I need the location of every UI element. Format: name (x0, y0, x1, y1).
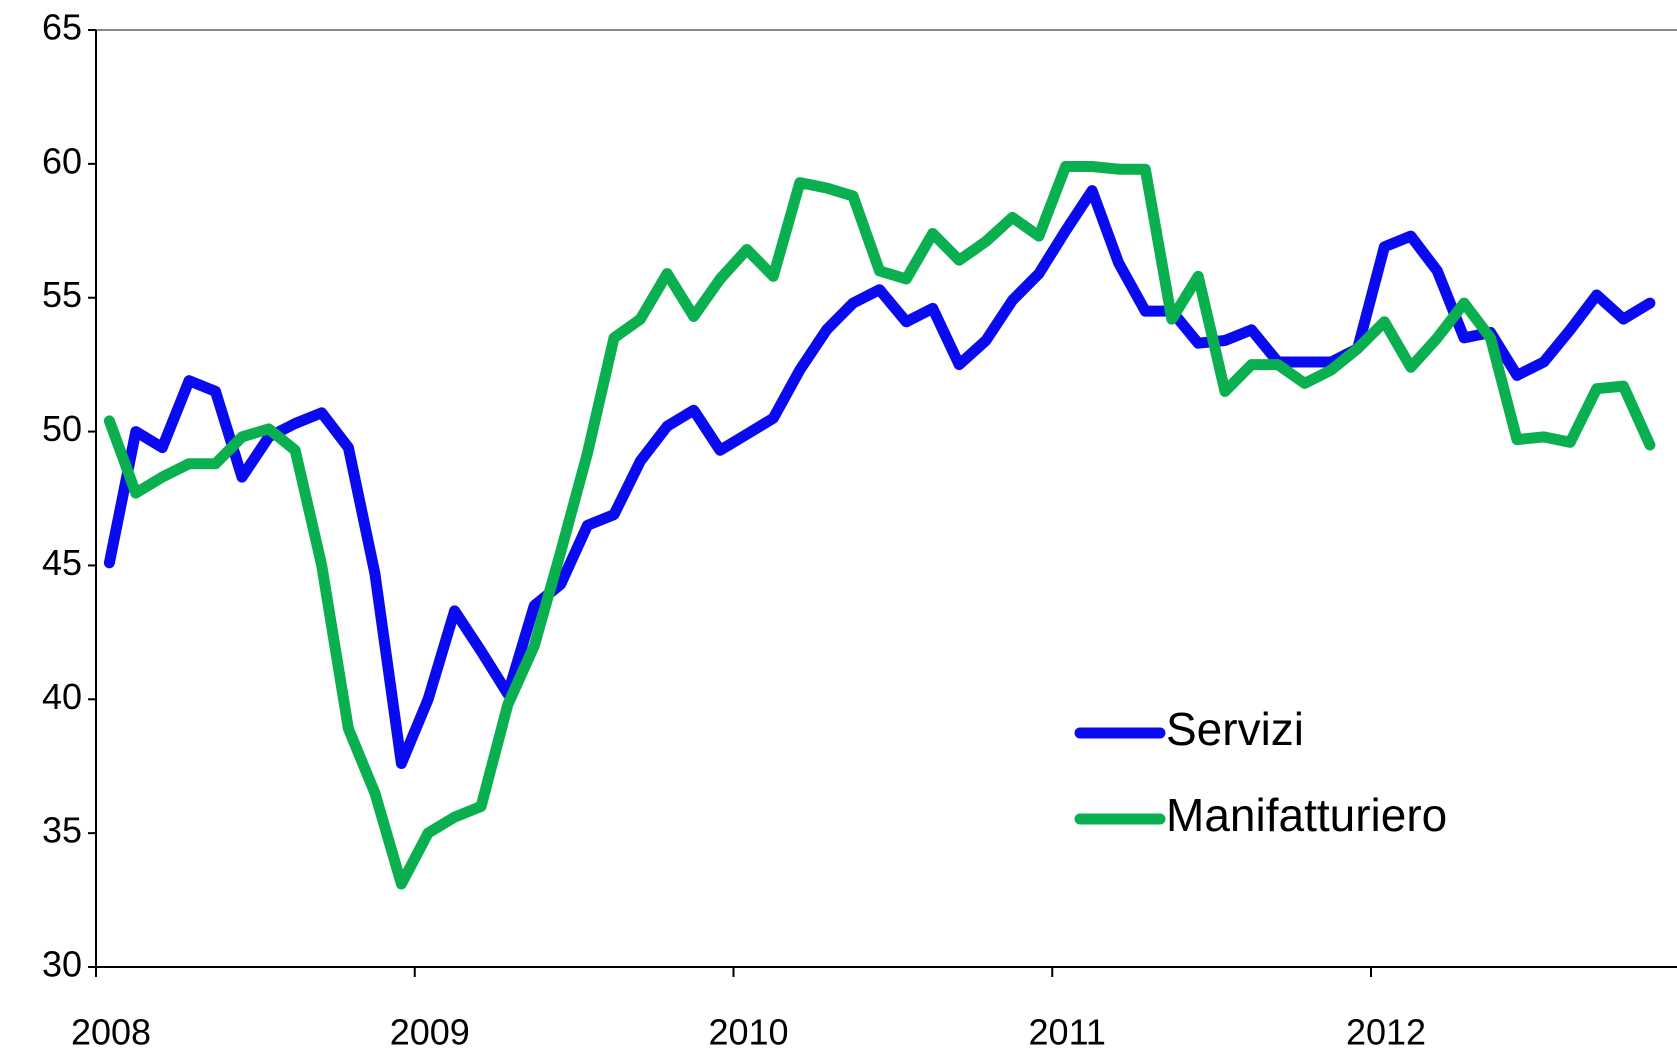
y-tick-label: 55 (42, 274, 82, 315)
y-tick-label: 60 (42, 140, 82, 181)
x-tick-label: 2010 (708, 1012, 788, 1050)
x-tick-label: 2008 (71, 1012, 151, 1050)
y-tick-label: 65 (42, 7, 82, 48)
y-tick-label: 45 (42, 542, 82, 583)
legend-label: Servizi (1166, 703, 1304, 755)
series-line (103, 185, 1656, 769)
series-line (103, 161, 1656, 890)
y-tick-label: 50 (42, 408, 82, 449)
y-tick-label: 30 (42, 944, 82, 985)
y-tick-label: 40 (42, 676, 82, 717)
x-tick-label: 2011 (1029, 1012, 1106, 1050)
x-tick-label: 2012 (1346, 1012, 1426, 1050)
legend-label: Manifatturiero (1166, 789, 1447, 841)
y-tick-label: 35 (42, 810, 82, 851)
x-tick-label: 2009 (390, 1012, 470, 1050)
